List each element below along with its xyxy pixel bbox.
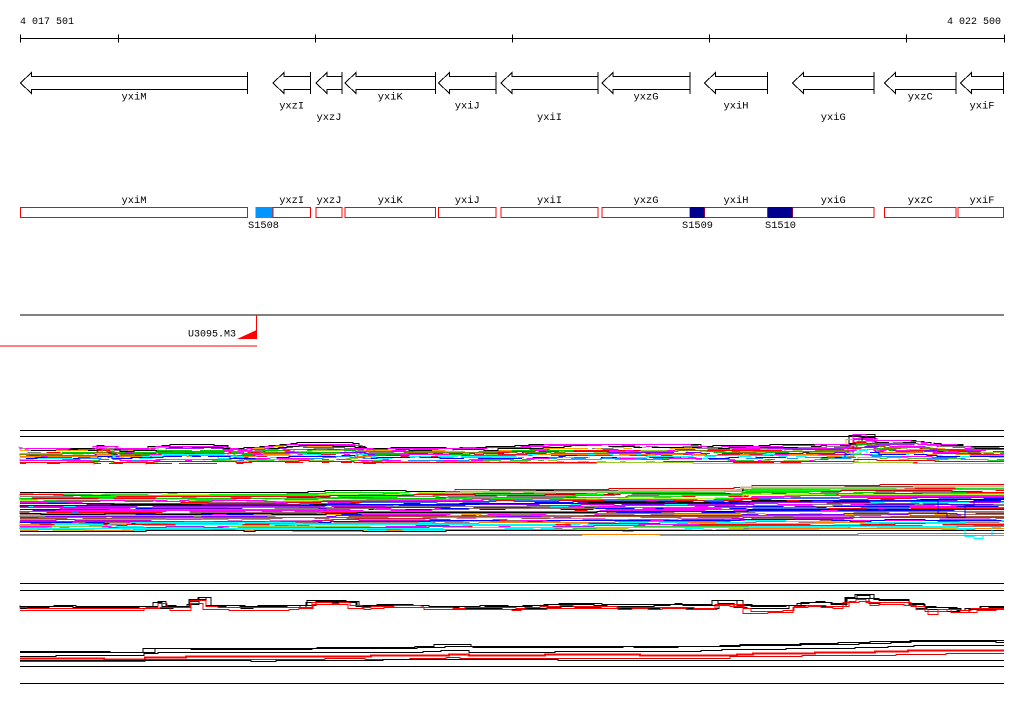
svg-text:yxiF: yxiF [970, 101, 995, 113]
svg-text:S1509: S1509 [682, 220, 713, 232]
svg-text:4 017 501: 4 017 501 [20, 16, 74, 28]
svg-text:yxiJ: yxiJ [455, 195, 480, 207]
svg-text:yxiI: yxiI [537, 195, 562, 207]
svg-text:S1508: S1508 [248, 220, 279, 232]
svg-text:yxzJ: yxzJ [317, 112, 342, 124]
svg-text:yxiH: yxiH [724, 195, 749, 207]
svg-text:yxiG: yxiG [821, 112, 846, 124]
svg-text:yxzC: yxzC [908, 92, 933, 104]
svg-text:U3095.M3: U3095.M3 [188, 329, 236, 341]
svg-text:yxiM: yxiM [122, 92, 147, 104]
svg-text:yxiF: yxiF [970, 195, 995, 207]
svg-text:yxzG: yxzG [634, 92, 659, 104]
svg-text:4 022 500: 4 022 500 [947, 16, 1001, 28]
svg-text:yxiI: yxiI [537, 112, 562, 124]
svg-text:yxiG: yxiG [821, 195, 846, 207]
svg-text:yxzC: yxzC [908, 195, 933, 207]
svg-text:yxiM: yxiM [122, 195, 147, 207]
svg-text:S1510: S1510 [765, 220, 796, 232]
svg-text:yxzG: yxzG [634, 195, 659, 207]
svg-text:yxiK: yxiK [378, 92, 404, 104]
svg-text:yxzI: yxzI [279, 195, 304, 207]
svg-text:yxiK: yxiK [378, 195, 404, 207]
svg-text:yxiH: yxiH [724, 101, 749, 113]
svg-text:yxzI: yxzI [279, 101, 304, 113]
svg-text:yxzJ: yxzJ [317, 195, 342, 207]
svg-text:yxiJ: yxiJ [455, 101, 480, 113]
